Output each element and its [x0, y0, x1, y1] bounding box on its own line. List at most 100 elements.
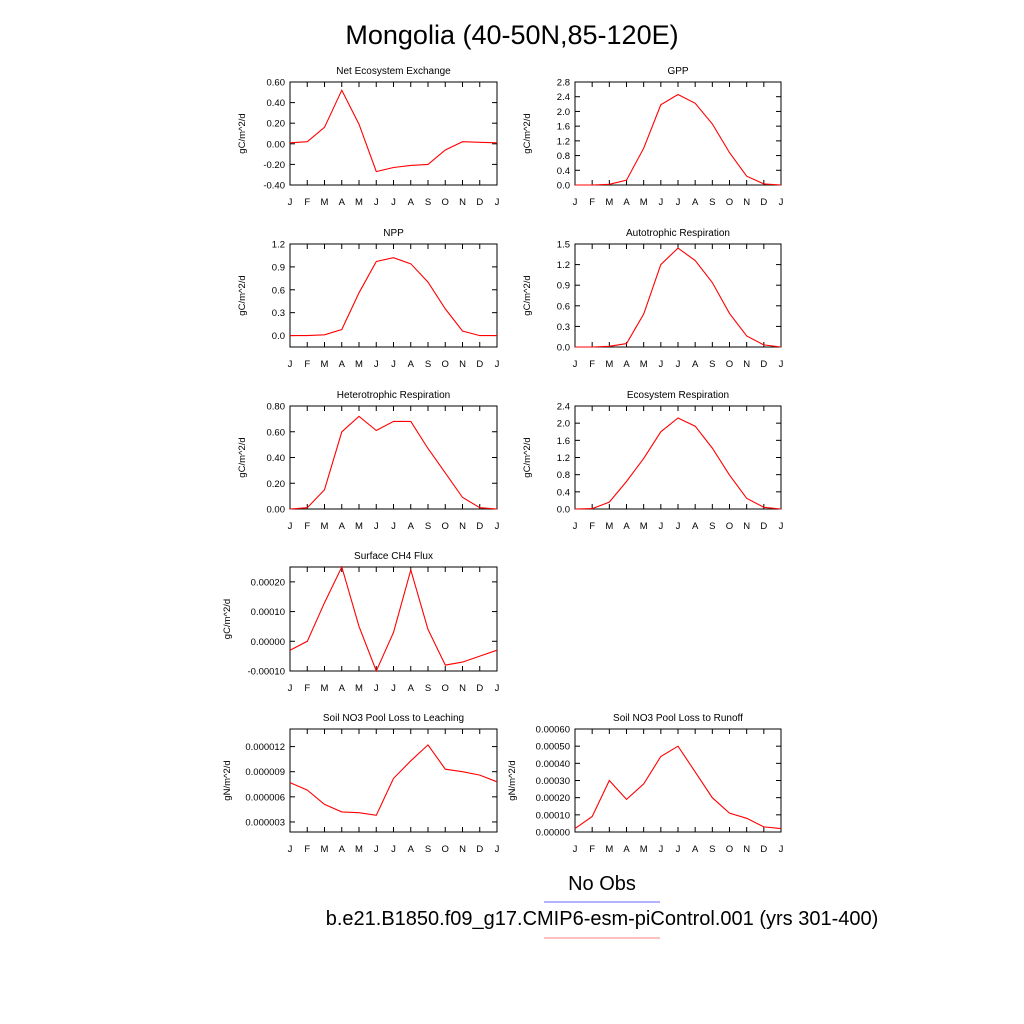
y-tick-label: 0.00020	[536, 793, 570, 804]
x-tick-label: A	[692, 844, 699, 855]
series-line	[289, 744, 498, 816]
chart-panel: Heterotrophic Respiration 0.80 0.60 0.40 0.2…	[237, 390, 500, 532]
x-tick-label: M	[355, 683, 363, 694]
panel-title: Soil NO3 Pool Loss to Runoff	[613, 713, 743, 724]
y-tick-label: -0.00010	[247, 667, 285, 678]
y-tick-label: 1.6	[557, 122, 570, 133]
x-tick-label: D	[760, 844, 767, 855]
y-tick-label: 2.4	[557, 402, 570, 413]
y-axis-label: gC/m^2/d	[237, 113, 248, 153]
x-tick-label: M	[640, 844, 648, 855]
plot-frame	[574, 81, 782, 186]
y-tick-label: 0.9	[557, 281, 570, 292]
chart-panel: Net Ecosystem Exchange 0.60 0.40 0.20 0.00 -0…	[237, 66, 500, 208]
plot-frame	[574, 243, 782, 348]
x-tick-label: A	[339, 197, 346, 208]
y-tick-label: 0.3	[272, 308, 285, 319]
x-tick-label: O	[442, 359, 449, 370]
x-tick-label: F	[304, 844, 310, 855]
x-tick-label: J	[658, 197, 663, 208]
x-tick-label: A	[408, 359, 415, 370]
series-line	[574, 417, 782, 510]
legend: No Obs b.e21.B1850.f09_g17.CMIP6-esm-piC…	[326, 873, 878, 939]
x-tick-label: D	[476, 359, 483, 370]
x-tick-label: O	[442, 521, 449, 532]
x-tick-label: J	[391, 359, 396, 370]
x-tick-label: J	[676, 197, 681, 208]
x-tick-label: J	[676, 521, 681, 532]
panel-title: NPP	[383, 228, 404, 239]
y-tick-label: 1.2	[557, 136, 570, 147]
x-tick-label: M	[321, 197, 329, 208]
x-tick-label: J	[374, 683, 379, 694]
x-tick-label: N	[459, 683, 466, 694]
y-tick-label: 0.8	[557, 151, 570, 162]
x-tick-label: J	[374, 197, 379, 208]
x-tick-label: S	[425, 359, 431, 370]
chart-panel: Soil NO3 Pool Loss to Leaching 0.000012 0.…	[222, 713, 500, 855]
x-tick-label: J	[495, 683, 500, 694]
x-tick-label: M	[355, 844, 363, 855]
panel-title: Ecosystem Respiration	[627, 390, 729, 401]
x-tick-label: J	[779, 359, 784, 370]
x-tick-label: S	[709, 521, 715, 532]
x-tick-label: M	[355, 359, 363, 370]
chart-panel: Ecosystem Respiration 2.4 2.0 1.6 1.2 0.8 0.4 0…	[522, 390, 784, 532]
x-tick-label: F	[304, 197, 310, 208]
x-tick-label: M	[321, 844, 329, 855]
y-tick-label: 2.0	[557, 419, 570, 430]
x-tick-label: M	[321, 359, 329, 370]
x-tick-label: D	[760, 359, 767, 370]
y-tick-label: 1.2	[557, 453, 570, 464]
y-axis-label: gC/m^2/d	[237, 275, 248, 315]
y-tick-label: 0.00000	[251, 637, 285, 648]
x-tick-label: A	[623, 844, 630, 855]
y-tick-label: 0.4	[557, 166, 570, 177]
series-line	[289, 565, 498, 673]
y-tick-label: 0.6	[272, 285, 285, 296]
y-tick-label: 0.000006	[245, 792, 285, 803]
y-tick-label: 0.00030	[536, 776, 570, 787]
x-tick-label: J	[495, 521, 500, 532]
x-tick-label: D	[760, 521, 767, 532]
y-tick-label: 0.4	[557, 487, 570, 498]
y-tick-label: 0.40	[267, 453, 286, 464]
x-tick-label: N	[743, 359, 750, 370]
x-tick-label: O	[726, 359, 733, 370]
chart-panel: Surface CH4 Flux 0.00020 0.00010 0.00000 -0.…	[222, 551, 500, 694]
y-tick-label: 1.5	[557, 240, 570, 251]
panel-title: GPP	[667, 66, 688, 77]
x-tick-label: O	[726, 197, 733, 208]
y-tick-label: 0.00010	[536, 810, 570, 821]
x-tick-label: M	[640, 521, 648, 532]
x-tick-label: M	[605, 359, 613, 370]
y-tick-label: 1.2	[557, 260, 570, 271]
y-tick-label: 0.0	[557, 181, 570, 192]
x-tick-label: J	[288, 521, 293, 532]
chart-panel: Autotrophic Respiration 1.5 1.2 0.9 0.6 0.3 0.…	[522, 228, 784, 370]
x-tick-label: J	[573, 197, 578, 208]
y-axis-label: gN/m^2/d	[507, 760, 518, 800]
x-tick-label: F	[589, 844, 595, 855]
y-tick-label: 0.00000	[536, 828, 570, 839]
x-tick-label: J	[676, 844, 681, 855]
x-tick-label: A	[692, 197, 699, 208]
x-tick-label: S	[425, 844, 431, 855]
y-tick-label: 0.40	[267, 98, 286, 109]
x-tick-label: S	[425, 683, 431, 694]
x-tick-label: F	[304, 683, 310, 694]
x-tick-label: D	[760, 197, 767, 208]
x-tick-label: J	[288, 683, 293, 694]
panel-title: Heterotrophic Respiration	[337, 390, 450, 401]
x-tick-label: J	[288, 197, 293, 208]
x-tick-label: A	[623, 197, 630, 208]
x-tick-label: M	[321, 683, 329, 694]
x-tick-label: M	[605, 197, 613, 208]
y-tick-label: 0.00040	[536, 759, 570, 770]
x-tick-label: N	[743, 844, 750, 855]
x-tick-label: A	[339, 844, 346, 855]
panel-title: Soil NO3 Pool Loss to Leaching	[323, 713, 464, 724]
x-tick-label: D	[476, 521, 483, 532]
